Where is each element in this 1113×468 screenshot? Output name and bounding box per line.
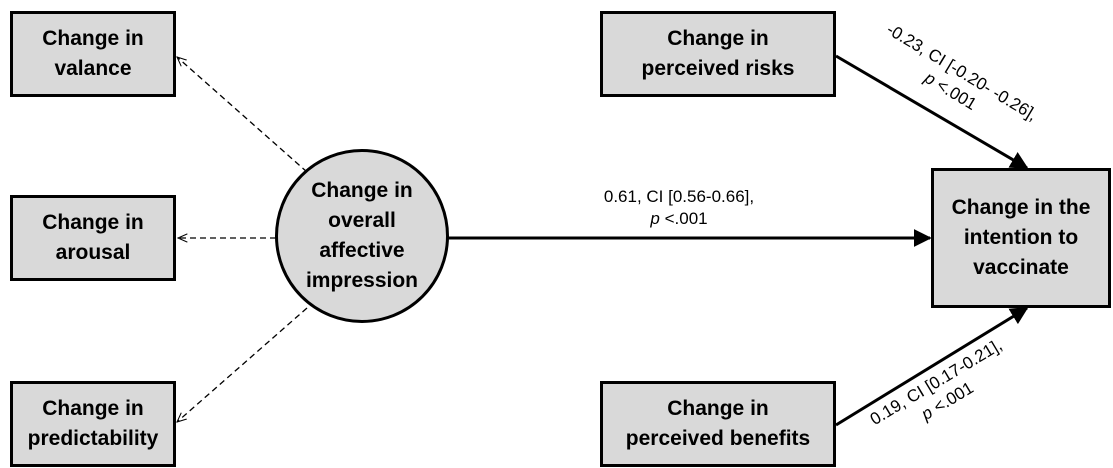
node-affect-line2: overall bbox=[328, 209, 396, 232]
arrow-benefits-to-intention bbox=[835, 306, 1029, 427]
node-arousal-line2: arousal bbox=[55, 241, 131, 264]
node-intention-line1: Change in the bbox=[951, 196, 1091, 219]
node-perceived-risks: Change in perceived risks bbox=[600, 11, 836, 97]
node-valance-line2: valance bbox=[54, 57, 132, 80]
node-arousal-line1: Change in bbox=[42, 211, 144, 234]
arrow-risks-to-intention bbox=[835, 54, 1029, 170]
node-benefits-line2: perceived benefits bbox=[625, 427, 811, 450]
node-affect-line1: Change in bbox=[311, 179, 413, 202]
node-predictability-line2: predictability bbox=[27, 427, 159, 450]
node-affective-impression: Change in overall affective impression bbox=[275, 149, 449, 323]
node-intention-line3: vaccinate bbox=[973, 256, 1069, 279]
node-risks-line2: perceived risks bbox=[641, 57, 795, 80]
node-affect-line4: impression bbox=[305, 269, 419, 292]
dashed-arrow-to-predictability bbox=[177, 307, 308, 422]
coef-affect-intention-line2: p <.001 bbox=[584, 208, 774, 230]
node-intention-to-vaccinate: Change in the intention to vaccinate bbox=[931, 168, 1111, 308]
node-risks-line1: Change in bbox=[667, 27, 769, 50]
node-perceived-benefits: Change in perceived benefits bbox=[600, 381, 836, 467]
node-intention-line2: intention to bbox=[963, 226, 1079, 249]
node-affect-line3: affective bbox=[319, 239, 405, 262]
node-predictability: Change in predictability bbox=[10, 381, 176, 467]
dashed-arrow-to-valance bbox=[177, 57, 308, 173]
p-symbol: p bbox=[650, 209, 660, 228]
node-predictability-line1: Change in bbox=[42, 397, 144, 420]
p-value: <.001 bbox=[659, 209, 708, 228]
coef-affect-intention-line1: 0.61, CI [0.56-0.66], bbox=[603, 187, 755, 206]
node-valance: Change in valance bbox=[10, 11, 176, 97]
node-arousal: Change in arousal bbox=[10, 195, 176, 281]
node-benefits-line1: Change in bbox=[667, 397, 769, 420]
node-valance-line1: Change in bbox=[42, 27, 144, 50]
coef-affect-intention: 0.61, CI [0.56-0.66], p <.001 bbox=[584, 186, 774, 230]
